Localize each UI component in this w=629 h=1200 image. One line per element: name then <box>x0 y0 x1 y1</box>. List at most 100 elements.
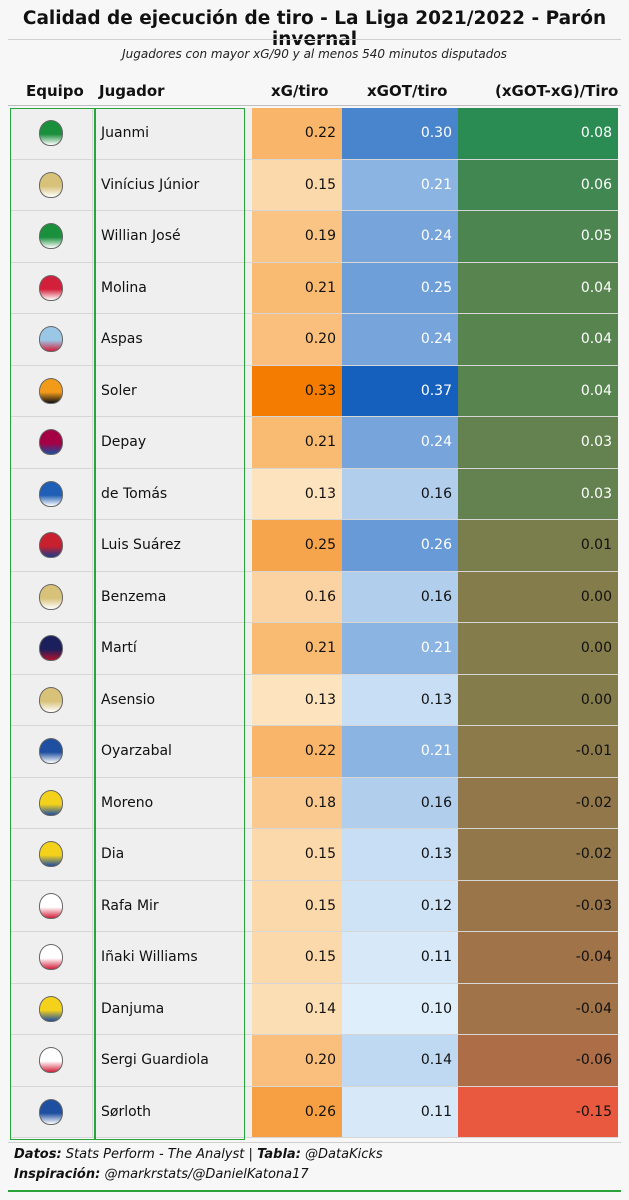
header-divider <box>8 105 621 106</box>
cell-team <box>10 416 93 469</box>
cell-diff: 0.00 <box>458 674 618 726</box>
cell-xgot: 0.24 <box>342 416 458 469</box>
cell-player: Sørloth <box>92 1086 252 1138</box>
page-title: Calidad de ejecución de tiro - La Liga 2… <box>22 8 607 50</box>
cell-player: Aspas <box>92 313 252 366</box>
cell-xgot: 0.11 <box>342 1086 458 1138</box>
cell-diff: 0.05 <box>458 210 618 263</box>
cell-xg: 0.15 <box>252 159 342 211</box>
cell-xg: 0.26 <box>252 1086 342 1138</box>
cell-diff: 0.01 <box>458 519 618 572</box>
cell-xg: 0.20 <box>252 1034 342 1087</box>
table-row: Luis Suárez 0.25 0.26 0.01 <box>10 519 618 572</box>
cell-team <box>10 313 93 366</box>
cell-xg: 0.33 <box>252 365 342 417</box>
cell-diff: -0.02 <box>458 777 618 829</box>
cell-team <box>10 159 93 211</box>
cell-xg: 0.15 <box>252 828 342 881</box>
table-row: Martí 0.21 0.21 0.00 <box>10 622 618 675</box>
table-row: Willian José 0.19 0.24 0.05 <box>10 210 618 263</box>
cell-xgot: 0.11 <box>342 931 458 984</box>
stats-table-body: Juanmi 0.22 0.30 0.08 Vinícius Júnior 0.15 0.2… <box>10 108 618 1138</box>
footer-table-label: Tabla: <box>257 1147 301 1162</box>
table-row: Iñaki Williams 0.15 0.11 -0.04 <box>10 931 618 984</box>
column-header-team: Equipo <box>26 82 84 100</box>
cell-xgot: 0.37 <box>342 365 458 417</box>
cell-xg: 0.21 <box>252 262 342 314</box>
cell-xgot: 0.21 <box>342 725 458 778</box>
cell-xg: 0.15 <box>252 880 342 932</box>
footer-divider <box>8 1142 621 1143</box>
cell-xg: 0.22 <box>252 725 342 778</box>
cell-team <box>10 983 93 1035</box>
betis-logo-icon <box>39 223 63 250</box>
cell-player: Moreno <box>92 777 252 829</box>
real-sociedad-logo-icon <box>39 1098 63 1125</box>
table-row: Vinícius Júnior 0.15 0.21 0.06 <box>10 159 618 211</box>
cell-diff: 0.03 <box>458 468 618 520</box>
cell-player: Benzema <box>92 571 252 623</box>
cell-xgot: 0.12 <box>342 880 458 932</box>
cell-team <box>10 777 93 829</box>
cell-diff: -0.06 <box>458 1034 618 1087</box>
cell-player: Danjuma <box>92 983 252 1035</box>
cell-xgot: 0.16 <box>342 777 458 829</box>
cell-player: Martí <box>92 622 252 675</box>
table-row: Sørloth 0.26 0.11 -0.15 <box>10 1086 618 1138</box>
footer-inspiration-value: @markrstats/@DanielKatona17 <box>104 1167 309 1182</box>
cell-team <box>10 468 93 520</box>
cell-diff: 0.04 <box>458 313 618 366</box>
real-madrid-logo-icon <box>39 583 63 610</box>
cell-xgot: 0.21 <box>342 159 458 211</box>
cell-team <box>10 571 93 623</box>
table-row: Aspas 0.20 0.24 0.04 <box>10 313 618 366</box>
valencia-logo-icon <box>39 377 63 404</box>
table-row: Moreno 0.18 0.16 -0.02 <box>10 777 618 829</box>
cell-player: Juanmi <box>92 108 252 160</box>
page-subtitle: Jugadores con mayor xG/90 y al menos 540… <box>122 47 507 61</box>
real-sociedad-logo-icon <box>39 738 63 765</box>
cell-diff: 0.00 <box>458 622 618 675</box>
table-row: Oyarzabal 0.22 0.21 -0.01 <box>10 725 618 778</box>
cell-team <box>10 622 93 675</box>
cell-diff: -0.02 <box>458 828 618 881</box>
cell-diff: -0.04 <box>458 983 618 1035</box>
cell-team <box>10 828 93 881</box>
cell-diff: -0.03 <box>458 880 618 932</box>
footer-data-label: Datos: <box>14 1147 62 1162</box>
cell-team <box>10 262 93 314</box>
cell-xg: 0.20 <box>252 313 342 366</box>
cell-xgot: 0.24 <box>342 210 458 263</box>
cell-xgot: 0.16 <box>342 468 458 520</box>
cell-player: Luis Suárez <box>92 519 252 572</box>
cell-diff: 0.08 <box>458 108 618 160</box>
cell-player: Vinícius Júnior <box>92 159 252 211</box>
table-row: Danjuma 0.14 0.10 -0.04 <box>10 983 618 1035</box>
granada-logo-icon <box>39 274 63 301</box>
column-header-xgot: xGOT/tiro <box>367 82 448 100</box>
cell-team <box>10 1086 93 1138</box>
cell-team <box>10 880 93 932</box>
cell-xgot: 0.13 <box>342 828 458 881</box>
column-header-diff: (xGOT-xG)/Tiro <box>495 82 619 100</box>
sevilla-logo-icon <box>39 892 63 919</box>
cell-player: Depay <box>92 416 252 469</box>
cell-team <box>10 674 93 726</box>
cell-team <box>10 1034 93 1087</box>
footer-inspiration-label: Inspiración: <box>14 1167 101 1182</box>
cell-diff: 0.04 <box>458 262 618 314</box>
footer-inspiration: Inspiración: @markrstats/@DanielKatona17 <box>14 1167 309 1182</box>
cell-xg: 0.15 <box>252 931 342 984</box>
footer-data-source: Stats Perform - The Analyst <box>65 1147 245 1162</box>
footer-credits: Datos: Stats Perform - The Analyst | Tab… <box>14 1147 383 1162</box>
cell-player: Soler <box>92 365 252 417</box>
table-row: de Tomás 0.13 0.16 0.03 <box>10 468 618 520</box>
table-row: Dia 0.15 0.13 -0.02 <box>10 828 618 881</box>
table-row: Depay 0.21 0.24 0.03 <box>10 416 618 469</box>
footer-separator: | <box>248 1147 253 1162</box>
levante-logo-icon <box>39 635 63 662</box>
cell-player: de Tomás <box>92 468 252 520</box>
betis-logo-icon <box>39 120 63 147</box>
athletic-logo-icon <box>39 944 63 971</box>
cell-xg: 0.16 <box>252 571 342 623</box>
